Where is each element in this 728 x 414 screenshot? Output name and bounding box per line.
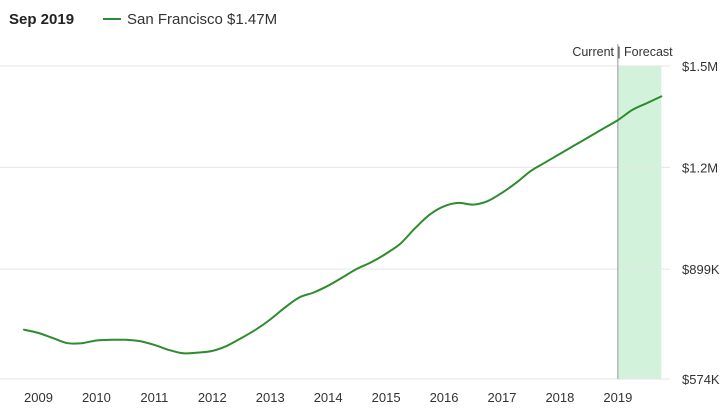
x-tick-label: 2013 bbox=[256, 390, 285, 405]
y-tick-label: $899K bbox=[682, 262, 720, 277]
x-tick-label: 2010 bbox=[82, 390, 111, 405]
x-tick-label: 2019 bbox=[603, 390, 632, 405]
series-line-0 bbox=[23, 95, 663, 355]
x-tick-label: 2012 bbox=[198, 390, 227, 405]
x-tick-label: 2018 bbox=[545, 390, 574, 405]
x-tick-label: 2014 bbox=[314, 390, 343, 405]
current-label: Current bbox=[572, 45, 614, 59]
x-tick-label: 2017 bbox=[488, 390, 517, 405]
x-tick-label: 2009 bbox=[24, 390, 53, 405]
plot-area: $574K $899K $1.2M $1.5M 2009 2010 2011 2012 2013… bbox=[0, 44, 720, 405]
y-tick-label: $1.2M bbox=[682, 160, 718, 175]
y-tick-label: $1.5M bbox=[682, 59, 718, 74]
y-tick-label: $574K bbox=[682, 372, 720, 387]
x-tick-label: 2016 bbox=[430, 390, 459, 405]
header-date: Sep 2019 bbox=[9, 11, 74, 28]
x-tick-label: 2015 bbox=[372, 390, 401, 405]
forecast-region bbox=[617, 66, 662, 379]
forecast-label: Forecast bbox=[624, 45, 673, 59]
legend-label: San Francisco $1.47M bbox=[127, 11, 277, 28]
phase-separator: | bbox=[617, 45, 620, 59]
x-tick-label: 2011 bbox=[140, 390, 168, 405]
